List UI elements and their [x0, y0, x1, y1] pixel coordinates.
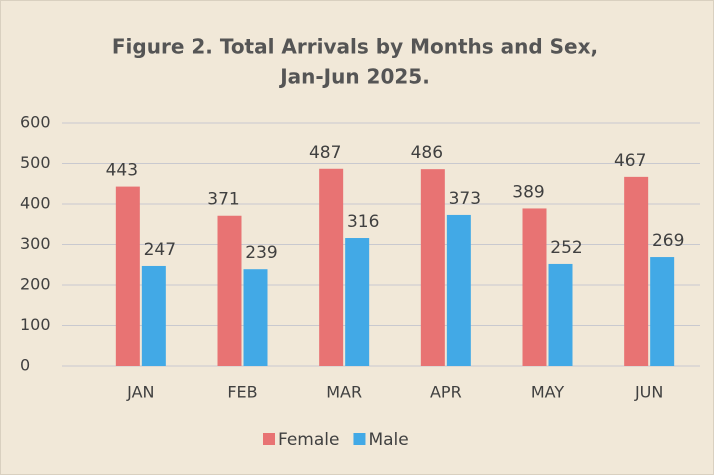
value-label: 252 — [550, 238, 582, 258]
legend-label: Male — [368, 430, 408, 450]
chart-title: Jan-Jun 2025. — [278, 65, 430, 89]
bar — [217, 215, 242, 366]
legend-label: Female — [278, 430, 339, 450]
value-label: 487 — [309, 143, 341, 163]
y-tick-label: 400 — [20, 194, 51, 213]
value-label: 239 — [245, 243, 277, 263]
bar — [345, 238, 370, 366]
value-label: 316 — [347, 212, 379, 232]
legend-swatch — [263, 433, 275, 445]
bar — [243, 269, 268, 366]
value-label: 389 — [512, 182, 544, 202]
value-label: 269 — [652, 231, 684, 251]
value-label: 373 — [449, 189, 481, 209]
x-tick-label: APR — [430, 383, 462, 402]
chart-title: Figure 2. Total Arrivals by Months and S… — [112, 35, 598, 59]
y-tick-label: 0 — [20, 356, 30, 375]
y-tick-label: 200 — [20, 275, 51, 294]
legend-swatch — [353, 433, 366, 445]
y-tick-label: 500 — [20, 153, 51, 172]
x-tick-label: MAY — [531, 383, 565, 402]
bar — [522, 208, 547, 366]
bar — [548, 263, 573, 366]
y-tick-label: 600 — [20, 113, 51, 132]
x-tick-label: MAR — [326, 383, 362, 402]
bar — [624, 176, 649, 366]
value-label: 486 — [411, 143, 443, 163]
bar — [141, 265, 166, 366]
bar — [650, 257, 675, 366]
bar — [319, 168, 344, 366]
y-tick-label: 300 — [20, 234, 51, 253]
x-tick-label: FEB — [227, 383, 257, 402]
value-label: 467 — [614, 151, 646, 171]
bar — [115, 186, 140, 366]
x-tick-label: JAN — [126, 383, 154, 402]
value-label: 443 — [106, 161, 138, 181]
value-label: 371 — [207, 190, 239, 210]
y-tick-label: 100 — [20, 315, 51, 334]
bar — [420, 169, 445, 366]
value-label: 247 — [144, 240, 176, 260]
bar — [446, 214, 471, 366]
x-tick-label: JUN — [634, 383, 663, 402]
